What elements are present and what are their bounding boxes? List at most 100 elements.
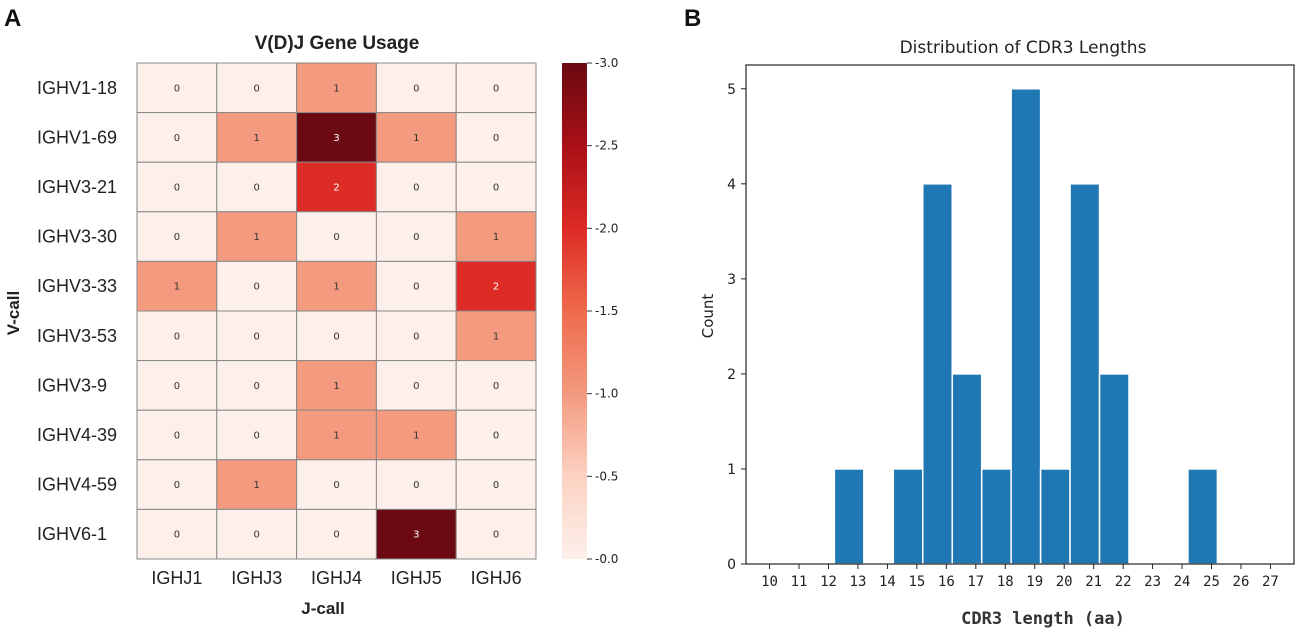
histogram-bars xyxy=(833,88,1219,565)
heatmap-cell xyxy=(136,211,218,262)
heatmap-cell xyxy=(296,211,377,262)
histogram-frame xyxy=(745,64,1295,565)
heatmap-cells: 0 0 1 0 0 0 1 3 1 0 0 0 2 0 0 0 1 0 0 1 1 0 1 0 2 0 0 0 0 1 0 0 1 0 0 0 0 1 1 0… xyxy=(136,62,537,560)
histogram-x-tick-label: 22 xyxy=(1115,574,1132,590)
heatmap-cell-value: 0 xyxy=(333,530,339,541)
heatmap-cell-value: 0 xyxy=(413,83,419,94)
heatmap-cell-value: 0 xyxy=(254,431,260,442)
heatmap-cell-value: 0 xyxy=(254,331,260,342)
heatmap-y-axis-label: V-call xyxy=(4,291,23,335)
heatmap-cell xyxy=(455,409,537,461)
heatmap-cell xyxy=(136,409,218,461)
histogram-bar xyxy=(892,468,924,565)
heatmap-cell-value: 0 xyxy=(413,282,419,293)
heatmap-cell-value: 2 xyxy=(493,282,499,293)
heatmap-row-label: IGHV3-30 xyxy=(37,227,117,247)
heatmap-cell-value: 1 xyxy=(174,282,180,293)
heatmap-cell-value: 0 xyxy=(413,232,419,243)
histogram-y-tick-label: 5 xyxy=(727,82,736,98)
histogram-x-tick-label: 19 xyxy=(1026,574,1043,590)
heatmap-cell xyxy=(296,508,377,560)
heatmap-column-label: IGHJ3 xyxy=(231,568,282,588)
heatmap-cell-value: 0 xyxy=(413,331,419,342)
heatmap-row-labels: IGHV1-18 IGHV1-69 IGHV3-21 IGHV3-30 IGHV3-33… xyxy=(37,78,117,544)
heatmap-cell-value: 0 xyxy=(333,480,339,491)
heatmap-cell-value: 0 xyxy=(254,83,260,94)
heatmap-cell xyxy=(455,459,537,510)
heatmap-cell-value: 0 xyxy=(493,431,499,442)
histogram-x-axis-label: CDR3 length (aa) xyxy=(961,609,1125,629)
heatmap-cell xyxy=(455,112,537,163)
heatmap-cell xyxy=(455,211,537,262)
heatmap-column-label: IGHJ5 xyxy=(391,568,442,588)
heatmap-cell xyxy=(216,211,298,262)
histogram-x-tick-label: 27 xyxy=(1262,574,1279,590)
heatmap-cell xyxy=(216,161,298,213)
heatmap-row-label: IGHV3-53 xyxy=(37,326,117,346)
heatmap-row-label: IGHV4-39 xyxy=(37,425,117,445)
colorbar xyxy=(562,63,587,559)
heatmap-cell xyxy=(216,409,298,461)
heatmap-column-label: IGHJ4 xyxy=(311,568,362,588)
heatmap-cell xyxy=(216,459,298,510)
histogram-x-tick-label: 25 xyxy=(1203,574,1220,590)
heatmap-cell-value: 0 xyxy=(254,183,260,194)
histogram-y-tick-label: 2 xyxy=(727,367,736,383)
heatmap-cell-value: 1 xyxy=(254,133,260,144)
heatmap-cell-value: 0 xyxy=(254,282,260,293)
heatmap-cell xyxy=(136,112,218,163)
heatmap-cell xyxy=(375,508,457,560)
heatmap-cell-value: 0 xyxy=(413,480,419,491)
heatmap-cell-value: 1 xyxy=(493,331,499,342)
histogram-title: Distribution of CDR3 Lengths xyxy=(900,38,1147,58)
histogram-x-tick-label: 24 xyxy=(1174,574,1191,590)
heatmap-cell-value: 0 xyxy=(174,183,180,194)
heatmap-cell xyxy=(136,62,218,114)
heatmap-cell xyxy=(455,260,537,312)
histogram-y-axis-label: Count xyxy=(699,294,717,339)
heatmap-cell xyxy=(136,508,218,560)
histogram-x-tick-label: 21 xyxy=(1085,574,1102,590)
heatmap-cell xyxy=(296,260,377,312)
heatmap-cell-value: 0 xyxy=(413,183,419,194)
histogram-x-tick-label: 14 xyxy=(879,574,896,590)
heatmap-column-labels: IGHJ1 IGHJ3 IGHJ4 IGHJ5 IGHJ6 xyxy=(151,568,521,588)
heatmap-cell xyxy=(296,459,377,510)
heatmap-cell-value: 0 xyxy=(493,480,499,491)
heatmap-cell-value: 3 xyxy=(333,133,339,144)
colorbar-tick-label: -0.5 xyxy=(595,469,618,483)
histogram-bar xyxy=(951,373,983,565)
heatmap-cell-value: 1 xyxy=(254,232,260,243)
heatmap-row-label: IGHV3-9 xyxy=(37,375,107,395)
heatmap-cell xyxy=(216,260,298,312)
heatmap-row-label: IGHV1-18 xyxy=(37,78,117,98)
heatmap-row-label: IGHV3-33 xyxy=(37,276,117,296)
colorbar-tick-label: -3.0 xyxy=(595,56,618,70)
heatmap-cell-value: 1 xyxy=(413,431,419,442)
heatmap-cell xyxy=(216,62,298,114)
heatmap-cell-value: 0 xyxy=(493,381,499,392)
heatmap-cell xyxy=(375,211,457,262)
heatmap-title: V(D)J Gene Usage xyxy=(255,33,420,54)
histogram-x-tick-label: 23 xyxy=(1144,574,1161,590)
histogram-x-tick-label: 13 xyxy=(850,574,867,590)
heatmap-column-label: IGHJ6 xyxy=(471,568,522,588)
heatmap-cell xyxy=(296,310,377,362)
colorbar-tick-label: -0.0 xyxy=(595,552,618,566)
colorbar-tick-label: -1.0 xyxy=(595,387,618,401)
heatmap-cell xyxy=(455,310,537,362)
heatmap-x-axis-label: J-call xyxy=(301,599,344,618)
heatmap-cell-value: 0 xyxy=(254,381,260,392)
heatmap-cell xyxy=(375,409,457,461)
colorbar-tick-label: -2.5 xyxy=(595,139,618,153)
heatmap-cell-value: 1 xyxy=(333,381,339,392)
heatmap-cell xyxy=(455,508,537,560)
heatmap-cell-value: 1 xyxy=(493,232,499,243)
heatmap-cell xyxy=(136,360,218,411)
histogram-x-tick-label: 12 xyxy=(820,574,837,590)
histogram-x-tick-label: 20 xyxy=(1056,574,1073,590)
colorbar-ticks: -0.0 -0.5 -1.0 -1.5 -2.0 -2.5 -3.0 xyxy=(587,56,618,566)
histogram-bar xyxy=(833,468,865,565)
heatmap-cell-value: 1 xyxy=(333,431,339,442)
